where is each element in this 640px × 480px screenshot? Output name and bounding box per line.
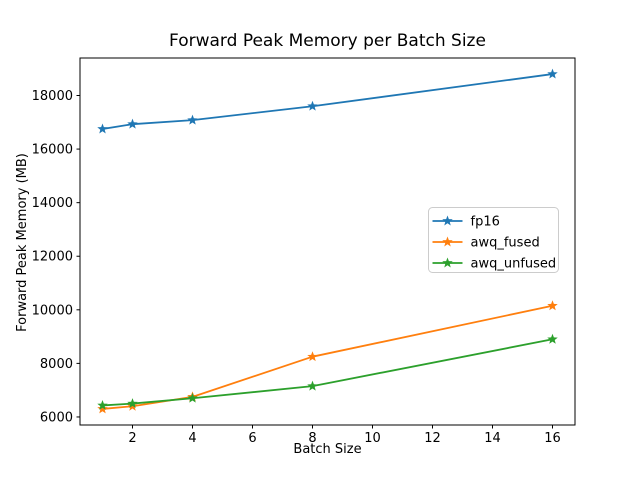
legend-marker-awq_fused [442, 236, 453, 247]
x-tick-label: 8 [308, 431, 316, 446]
x-tick-label: 10 [364, 431, 381, 446]
x-tick-label: 2 [128, 431, 136, 446]
x-tick-label: 6 [248, 431, 256, 446]
series-line-awq_unfused [102, 338, 553, 407]
y-axis-label: Forward Peak Memory (MB) [14, 152, 30, 332]
y-tick-label: 8000 [40, 357, 73, 372]
legend-marker-awq_unfused [442, 257, 453, 268]
x-axis-label: Batch Size [293, 442, 362, 457]
axes-frame [79, 57, 576, 426]
series-marker-awq_fused [307, 351, 318, 362]
y-tick-label: 18000 [32, 89, 73, 104]
y-tick-label: 6000 [40, 410, 73, 425]
legend-label-awq_unfused: awq_unfused [471, 257, 557, 272]
series-marker-awq_unfused [187, 392, 198, 403]
y-tick-label: 14000 [32, 196, 73, 211]
legend-marker-fp16 [442, 215, 453, 226]
series-marker-awq_unfused [547, 333, 558, 344]
series-marker-awq_unfused [97, 399, 108, 410]
y-tick-label: 16000 [32, 143, 73, 158]
legend-label-awq_fused: awq_fused [471, 236, 540, 251]
series-marker-awq_unfused [307, 380, 318, 391]
series-marker-awq_unfused [127, 398, 138, 409]
series-marker-fp16 [187, 114, 198, 125]
series-line-awq_fused [102, 304, 553, 410]
series-marker-awq_fused [547, 300, 558, 311]
x-tick-label: 4 [188, 431, 196, 446]
series-marker-fp16 [127, 118, 138, 129]
series-line-fp16 [102, 73, 553, 130]
chart-title: Forward Peak Memory per Batch Size [169, 31, 486, 51]
series-marker-fp16 [307, 100, 318, 111]
series-marker-fp16 [97, 123, 108, 134]
legend-box [428, 207, 559, 273]
legend-label-fp16: fp16 [471, 215, 500, 230]
x-tick-label: 14 [484, 431, 501, 446]
y-tick-label: 12000 [32, 250, 73, 265]
y-tick-label: 10000 [32, 303, 73, 318]
series-marker-fp16 [547, 68, 558, 79]
x-tick-label: 12 [424, 431, 441, 446]
series-marker-awq_fused [97, 403, 108, 414]
x-tick-label: 16 [544, 431, 561, 446]
